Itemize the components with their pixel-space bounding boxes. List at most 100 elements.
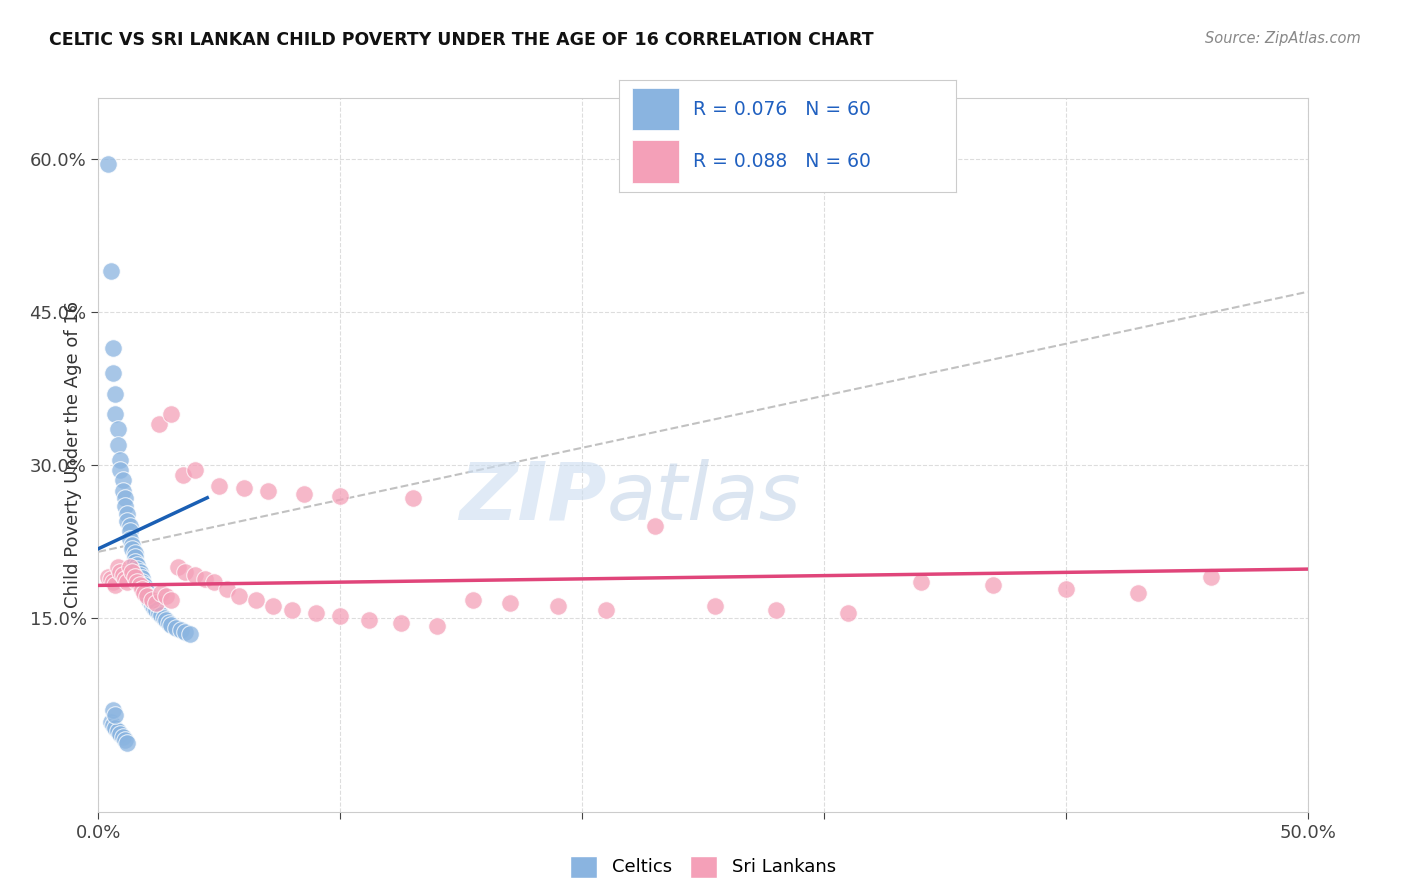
Point — [111, 568, 134, 582]
Point — [359, 613, 381, 627]
Point — [128, 568, 150, 582]
Point — [101, 718, 124, 732]
Point — [134, 578, 156, 592]
Point — [101, 367, 124, 381]
Point — [108, 727, 131, 741]
Point — [765, 603, 787, 617]
Point — [204, 575, 226, 590]
Point — [463, 592, 485, 607]
Point — [498, 596, 520, 610]
Point — [145, 596, 167, 610]
Point — [104, 578, 127, 592]
Point — [155, 613, 177, 627]
Point — [104, 407, 127, 421]
Point — [160, 618, 183, 632]
Point — [155, 589, 177, 603]
Point — [184, 463, 207, 477]
Point — [1128, 585, 1150, 599]
Point — [111, 474, 134, 488]
Point — [131, 571, 153, 585]
Point — [97, 570, 120, 584]
Point — [118, 560, 141, 574]
Point — [114, 733, 136, 747]
Point — [111, 483, 134, 498]
Point — [117, 575, 139, 590]
Point — [107, 560, 129, 574]
Point — [141, 592, 163, 607]
Point — [148, 606, 170, 620]
Point — [228, 589, 250, 603]
Point — [111, 731, 134, 745]
Point — [117, 514, 139, 528]
Point — [127, 562, 149, 576]
Point — [100, 264, 122, 278]
Point — [704, 599, 727, 613]
Point — [157, 616, 180, 631]
Point — [101, 341, 124, 355]
Point — [910, 575, 932, 590]
Point — [117, 507, 139, 521]
Point — [143, 600, 166, 615]
Point — [329, 609, 352, 624]
Point — [135, 584, 157, 599]
Point — [281, 603, 304, 617]
Point — [150, 607, 173, 622]
Point — [208, 478, 231, 492]
Legend: Celtics, Sri Lankans: Celtics, Sri Lankans — [562, 848, 844, 885]
Point — [121, 541, 143, 556]
Point — [262, 599, 284, 613]
Point — [107, 438, 129, 452]
Point — [184, 568, 207, 582]
Point — [160, 592, 183, 607]
Point — [108, 453, 131, 467]
Point — [104, 721, 127, 735]
Point — [389, 616, 412, 631]
Point — [245, 592, 267, 607]
Point — [305, 606, 328, 620]
Point — [118, 524, 141, 539]
Point — [114, 572, 136, 586]
Bar — [633, 88, 679, 130]
Point — [121, 538, 143, 552]
Point — [256, 483, 278, 498]
Point — [124, 555, 146, 569]
Point — [114, 491, 136, 505]
Point — [100, 572, 122, 586]
Text: R = 0.076   N = 60: R = 0.076 N = 60 — [693, 100, 870, 119]
Point — [134, 585, 156, 599]
Text: ZIP: ZIP — [458, 458, 606, 537]
Point — [131, 575, 153, 590]
Point — [131, 582, 153, 597]
Point — [124, 549, 146, 564]
Point — [145, 603, 167, 617]
Point — [141, 598, 163, 612]
Point — [100, 714, 122, 729]
Point — [138, 592, 160, 607]
Point — [128, 578, 150, 592]
Text: CELTIC VS SRI LANKAN CHILD POVERTY UNDER THE AGE OF 16 CORRELATION CHART: CELTIC VS SRI LANKAN CHILD POVERTY UNDER… — [49, 31, 875, 49]
Point — [118, 532, 141, 546]
Point — [128, 565, 150, 579]
Bar — [633, 140, 679, 183]
Text: R = 0.088   N = 60: R = 0.088 N = 60 — [693, 153, 870, 171]
Point — [138, 591, 160, 605]
Point — [114, 499, 136, 513]
Point — [981, 578, 1004, 592]
Y-axis label: Child Poverty Under the Age of 16: Child Poverty Under the Age of 16 — [63, 301, 82, 608]
Point — [134, 582, 156, 596]
Point — [167, 560, 190, 574]
Point — [547, 599, 569, 613]
Point — [426, 619, 449, 633]
Point — [150, 585, 173, 599]
Point — [174, 625, 197, 640]
Point — [1199, 570, 1222, 584]
Point — [124, 570, 146, 584]
Point — [127, 575, 149, 590]
Point — [152, 611, 174, 625]
Point — [160, 407, 183, 421]
Point — [121, 565, 143, 579]
Point — [329, 489, 352, 503]
Point — [148, 417, 170, 432]
Point — [165, 621, 187, 635]
Point — [1054, 582, 1077, 597]
